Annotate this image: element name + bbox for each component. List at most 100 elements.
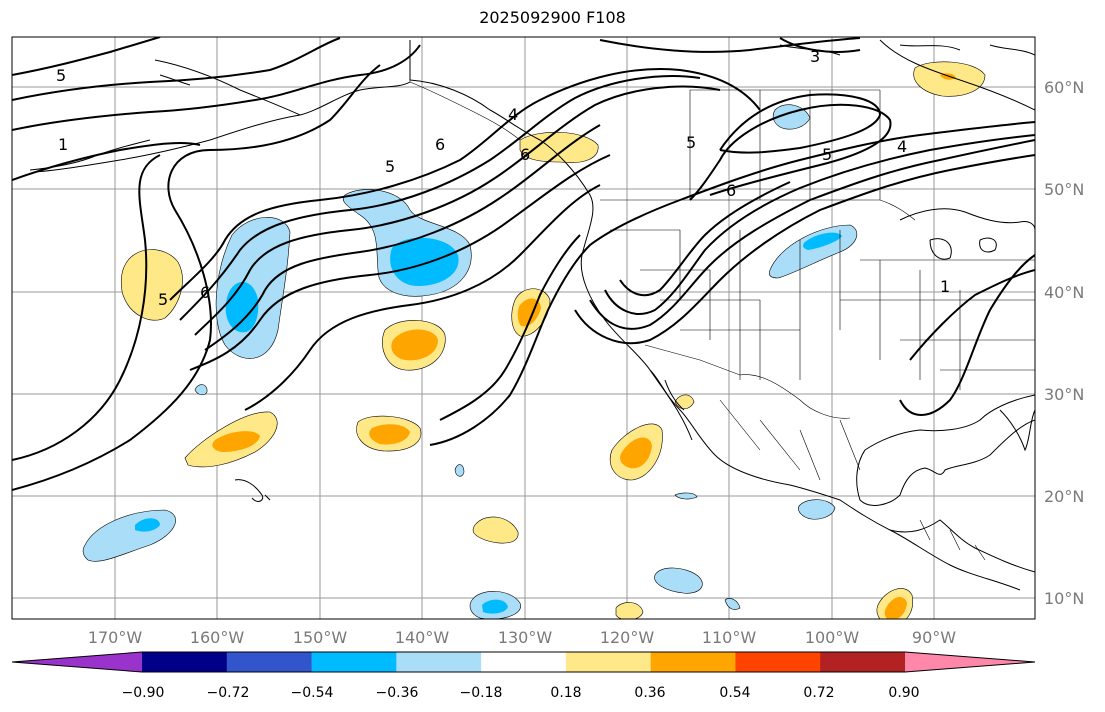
contour-3 <box>12 37 161 76</box>
colorbar-tick-label: 0.54 <box>719 685 750 701</box>
contour-label: 5 <box>385 157 395 176</box>
colorbar-tick-label: −0.54 <box>291 685 334 701</box>
florida <box>999 409 1035 452</box>
anomaly-blue-small-3 <box>674 492 698 500</box>
contour-19 <box>719 93 882 154</box>
contour-label: 1 <box>58 135 68 154</box>
contour-label: 5 <box>686 133 696 152</box>
mexico-states <box>719 399 861 481</box>
anomaly-blue-small-2 <box>454 464 465 477</box>
colorbar-segment <box>650 652 736 672</box>
lon-label: 130°W <box>498 628 553 647</box>
colorbar-segment <box>311 652 397 672</box>
lat-label: 10°N <box>1044 589 1084 608</box>
us-mexico-border <box>644 344 851 419</box>
contour-label: 6 <box>200 283 210 302</box>
anomaly-blue-small-1 <box>194 384 208 396</box>
lon-label: 140°W <box>395 628 450 647</box>
contour-4 <box>12 64 381 491</box>
lon-label: 160°W <box>190 628 245 647</box>
colorbar-tick-labels: −0.90 −0.72 −0.54 −0.36 −0.18 0.18 0.36 … <box>122 685 920 701</box>
lon-label: 170°W <box>88 628 143 647</box>
anomaly-blue-mexico <box>798 499 836 520</box>
hudson-bay <box>879 39 1035 111</box>
map-title: 2025092900 F108 <box>479 8 626 27</box>
contour-8 <box>194 85 721 336</box>
lat-label: 50°N <box>1044 180 1084 199</box>
contour-15 <box>589 139 1035 330</box>
us-canada-border <box>600 199 916 221</box>
coastlines <box>29 39 1035 591</box>
colorbar-tick-label: −0.72 <box>207 685 250 701</box>
alaska-peninsula <box>34 114 301 173</box>
contour-2 <box>12 37 341 101</box>
contour-23 <box>779 37 861 53</box>
lat-label: 60°N <box>1044 78 1084 97</box>
colorbar-extend-low <box>12 652 142 672</box>
map-area: 5 1 5 6 4 5 6 3 5 6 4 5 6 1 <box>12 37 1035 619</box>
anomaly-orange-d <box>369 424 410 445</box>
anomaly-blue-south-1 <box>654 567 703 594</box>
central-america-borders <box>919 519 986 561</box>
lon-label: 90°W <box>912 628 956 647</box>
colorbar-segment <box>820 652 906 672</box>
colorbar-tick-label: 0.90 <box>888 685 919 701</box>
lat-label: 20°N <box>1044 487 1084 506</box>
map-frame <box>11 36 1036 620</box>
north-america-west-coast <box>409 40 1021 591</box>
colorbar-segment <box>142 652 228 672</box>
contour-label: 6 <box>435 135 445 154</box>
pacific-islands <box>234 479 271 502</box>
anomaly-yellow-f <box>472 516 519 544</box>
colorbar-tick-label: 0.18 <box>550 685 581 701</box>
colorbar-tick-label: −0.90 <box>122 685 165 701</box>
contour-label: 5 <box>822 145 832 164</box>
colorbar-segment <box>565 652 652 672</box>
contour-labels: 5 1 5 6 4 5 6 3 5 6 4 5 6 1 <box>56 47 950 309</box>
contour-1 <box>12 44 421 131</box>
contour-label: 1 <box>940 277 950 296</box>
baja-peninsula <box>649 369 693 441</box>
contour-14 <box>574 154 1035 345</box>
anomaly-blue-small-4 <box>724 598 741 610</box>
contour-22 <box>599 37 861 53</box>
colorbar-tick-label: 0.36 <box>634 685 665 701</box>
gulf-of-mexico <box>856 394 1035 506</box>
contour-13 <box>439 234 581 421</box>
lat-label: 40°N <box>1044 283 1084 302</box>
lon-label: 150°W <box>293 628 348 647</box>
contour-6 <box>169 68 761 301</box>
anomaly-orange-c <box>212 431 260 452</box>
contour-label: 4 <box>897 137 907 156</box>
us-states-west <box>610 229 801 380</box>
colorbar-segment <box>226 652 313 672</box>
contour-label: 5 <box>158 290 168 309</box>
colorbar-extend-high <box>905 652 1035 672</box>
contour-16 <box>604 134 1035 315</box>
colorbar-segment <box>735 652 821 672</box>
contour-9 <box>204 124 601 351</box>
colorbar <box>11 651 1036 673</box>
colorbar-outline <box>11 651 1036 673</box>
anomaly-blue-hawaii-sw-core <box>135 518 160 532</box>
contour-17 <box>619 181 791 297</box>
anomaly-yellow-h <box>615 602 644 619</box>
colorbar-segment <box>396 652 482 672</box>
contour-7 <box>179 75 701 321</box>
lon-label: 100°W <box>805 628 860 647</box>
anomaly-blue-south-2-core <box>482 599 508 614</box>
lon-label: 120°W <box>600 628 655 647</box>
contour-12 <box>429 121 1035 446</box>
lon-label: 110°W <box>702 628 757 647</box>
contour-label: 3 <box>810 47 820 66</box>
contour-label: 6 <box>726 181 736 200</box>
great-lakes <box>899 208 1035 260</box>
anomaly-blue-gulf-core <box>390 237 459 287</box>
contour-label: 5 <box>56 66 66 85</box>
contour-label: 4 <box>508 105 518 124</box>
colorbar-segment <box>481 652 567 672</box>
central-america <box>889 519 1035 573</box>
anomaly-orange-g <box>884 597 907 619</box>
longitude-labels: 170°W 160°W 150°W 140°W 130°W 120°W 110°… <box>88 628 956 647</box>
